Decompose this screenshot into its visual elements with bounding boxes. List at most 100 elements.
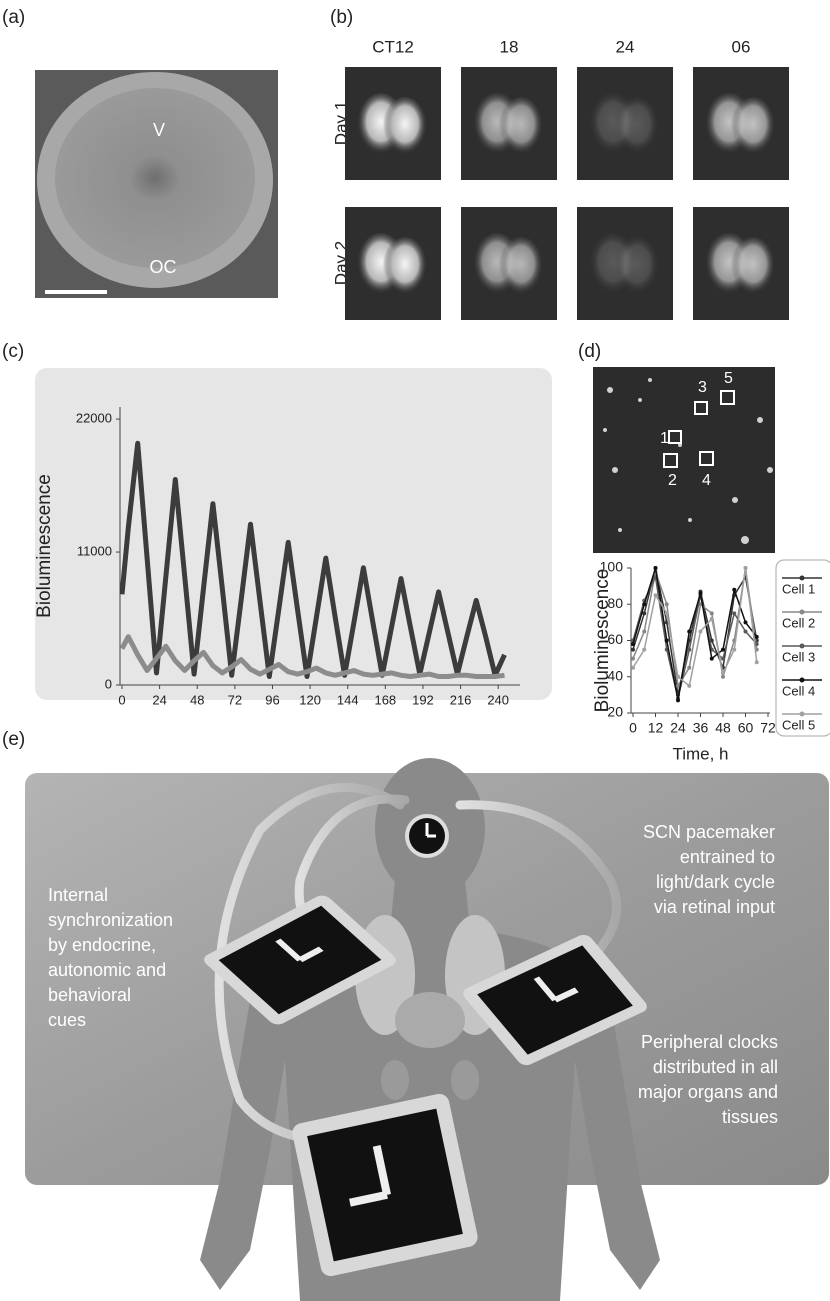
data-point [699,591,703,595]
y-tick-label: 0 [105,676,112,691]
roi-label: 4 [702,472,711,489]
data-point [665,611,669,615]
diagram-text: cues [48,1010,86,1030]
diagram-text: by endocrine, [48,935,156,955]
data-point [710,611,714,615]
data-point [732,611,736,615]
diagram-text: SCN pacemaker [643,822,775,842]
annotation: V [153,120,165,140]
scn-glow [615,97,659,157]
data-point [631,657,635,661]
data-point [755,660,759,664]
diagram-text: autonomic and [48,960,166,980]
data-point [710,657,714,661]
chart-background [35,368,552,700]
tissue [55,88,255,268]
panel-label: (a) [2,7,25,28]
data-point [654,593,658,597]
data-point [721,671,725,675]
data-point [732,648,736,652]
panel-label: (d) [578,341,601,362]
x-tick-label: 168 [374,692,396,707]
data-point [687,648,691,652]
data-point [744,629,748,633]
diagram-text: Internal [48,885,108,905]
x-tick-label: 48 [190,692,204,707]
legend-marker [800,678,805,683]
x-tick-label: 12 [648,720,664,736]
data-point [631,642,635,646]
legend-marker [800,576,805,581]
panel-label: (c) [2,341,24,362]
data-point [631,648,635,652]
legend-label: Cell 5 [782,717,815,732]
y-tick-label: 22000 [76,411,112,426]
x-tick-label: 96 [265,692,279,707]
x-tick-label: 24 [152,692,166,707]
x-tick-label: 48 [715,720,731,736]
x-tick-label: 72 [228,692,242,707]
diagram-text: light/dark cycle [656,872,775,892]
x-tick-label: 120 [299,692,321,707]
column-header: CT12 [372,37,414,56]
data-point [676,675,680,679]
diagram-text: Peripheral clocks [641,1032,778,1052]
data-point [687,629,691,633]
data-point [721,657,725,661]
legend-label: Cell 1 [782,581,815,596]
x-tick-label: 144 [337,692,359,707]
scale-bar [45,290,107,294]
data-point [744,566,748,570]
legend-marker [800,644,805,649]
x-tick-label: 24 [670,720,686,736]
panel-label: (b) [330,7,353,28]
y-axis-label: Bioluminescence [592,569,613,713]
scn-glow [499,237,543,297]
diagram-text: major organs and [638,1082,778,1102]
data-point [665,602,669,606]
scn-glow [383,237,427,297]
y-tick-label: 11000 [77,543,112,558]
scn-glow [615,237,659,297]
legend-marker [800,610,805,615]
column-header: 24 [616,37,635,56]
data-point [642,602,646,606]
annotation: OC [150,257,177,277]
diagram-text: via retinal input [654,897,775,917]
data-point [721,675,725,679]
x-tick-label: 36 [693,720,709,736]
panel-label: (e) [2,729,25,750]
scn-glow [383,97,427,157]
data-point [642,629,646,633]
x-tick-label: 240 [487,692,509,707]
data-point [755,635,759,639]
data-point [665,639,669,643]
diagram-text: entrained to [680,847,775,867]
roi-label: 3 [698,379,707,396]
diagram-text: synchronization [48,910,173,930]
x-tick-label: 60 [738,720,754,736]
data-point [676,698,680,702]
legend-label: Cell 3 [782,649,815,664]
scn-glow [731,97,775,157]
legend-label: Cell 4 [782,683,815,698]
data-point [631,666,635,670]
diagram-text: distributed in all [653,1057,778,1077]
roi-label: 2 [668,472,677,489]
data-point [744,620,748,624]
roi-label: 1 [660,430,669,447]
diagram-text: tissues [722,1107,778,1127]
scn-glow [731,237,775,297]
legend-label: Cell 2 [782,615,815,630]
roi-label: 5 [724,370,733,387]
column-header: 06 [732,37,751,56]
figure: (a) V OC (b) (c) (d) 1 2 3 4 5 (e) SCN p… [0,0,830,1301]
data-point [710,617,714,621]
x-tick-label: 0 [629,720,637,736]
data-point [699,629,703,633]
data-point [687,666,691,670]
legend-marker [800,712,805,717]
data-point [721,648,725,652]
x-tick-label: 0 [118,692,125,707]
x-tick-label: 72 [760,720,776,736]
